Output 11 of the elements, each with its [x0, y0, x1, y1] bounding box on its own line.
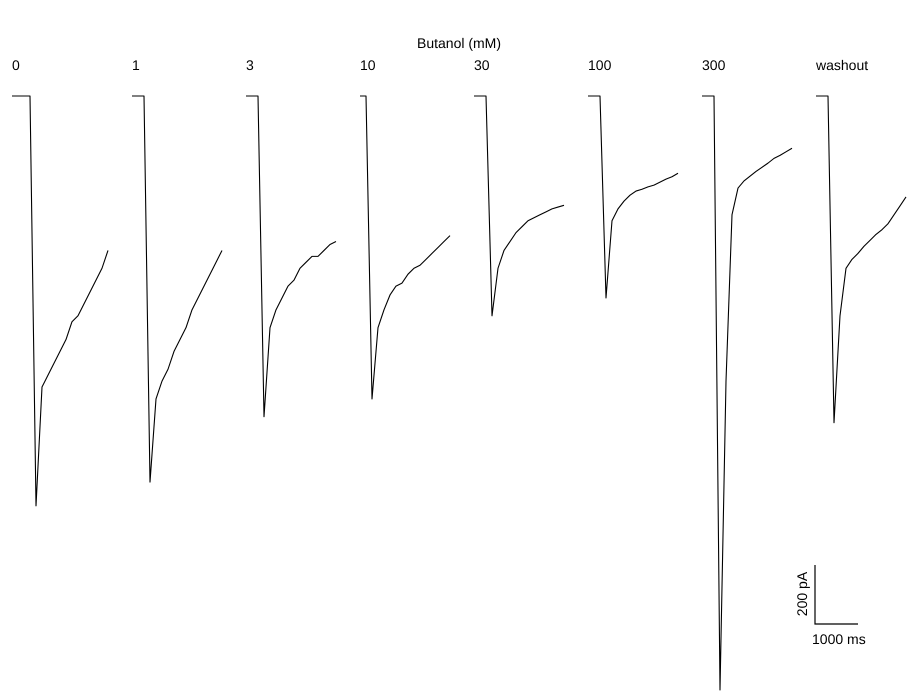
chart-title: Butanol (mM): [416, 35, 502, 51]
series-label: 1: [132, 57, 140, 73]
series-label: 30: [474, 57, 490, 73]
series-label: washout: [815, 57, 868, 73]
annotation: 1000 ms: [812, 631, 866, 647]
series-label: 100: [588, 57, 612, 73]
series-label: 10: [360, 57, 376, 73]
annotation: 200 pA: [794, 571, 810, 616]
series-label: 300: [702, 57, 726, 73]
series-label: 3: [246, 57, 254, 73]
series-label: 0: [12, 57, 20, 73]
